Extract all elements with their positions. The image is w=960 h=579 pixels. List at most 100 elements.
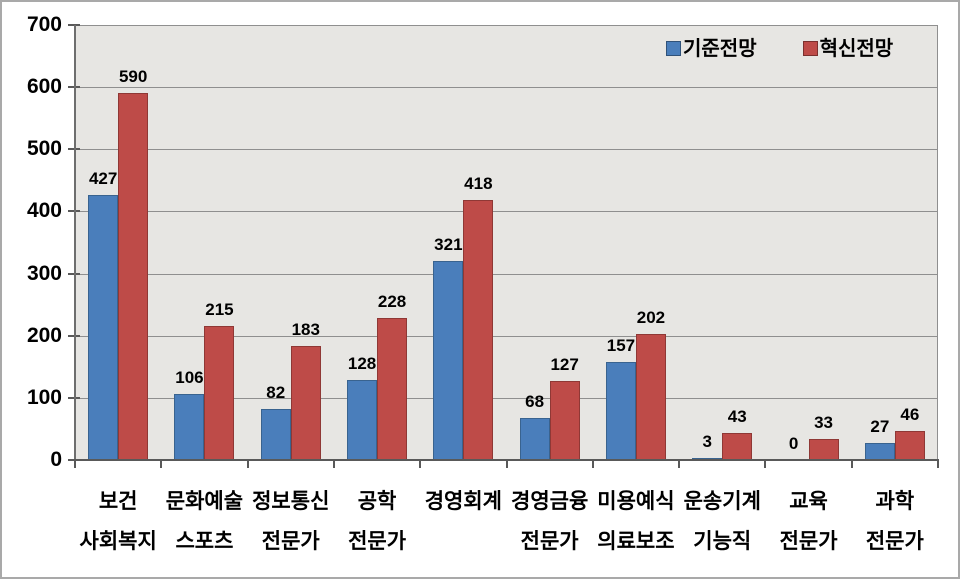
y-axis-line	[74, 25, 76, 461]
gridline-600	[75, 87, 938, 89]
category-label-line2: 기능직	[693, 530, 752, 553]
gridline-200	[75, 335, 938, 337]
category-label-line1: 보건	[98, 490, 138, 513]
bar-value-label: 215	[205, 300, 234, 320]
category-label-line2: 스포츠	[175, 530, 234, 553]
bar-value-label: 228	[377, 292, 407, 312]
category-label-line1: 경영금융	[511, 490, 589, 513]
x-tick-mark	[937, 460, 939, 468]
category-label-line2: 전문가	[348, 530, 407, 553]
bar-혁신전망-7	[722, 433, 753, 460]
bar-value-label: 157	[606, 336, 636, 356]
gridline-500	[75, 149, 938, 151]
bar-value-label: 202	[636, 308, 666, 328]
bar-value-label: 43	[727, 407, 747, 427]
x-tick-mark	[246, 460, 249, 468]
category-label-line2: 의료보조	[597, 530, 675, 553]
gridline-300	[75, 273, 938, 275]
category-label-line1: 운송기계	[683, 490, 761, 513]
x-tick-mark	[419, 460, 422, 468]
y-tick-label-300: 300	[26, 261, 62, 285]
y-tick-label-500: 500	[26, 137, 62, 161]
bar-value-label: 46	[900, 405, 920, 425]
bar-value-label: 3	[702, 432, 712, 452]
y-tick-label-0: 0	[50, 448, 62, 471]
legend-label: 혁신전망	[819, 38, 894, 60]
legend: 기준전망 혁신전망	[666, 38, 893, 60]
x-tick-mark	[850, 460, 853, 468]
bar-기준전망-3	[347, 380, 378, 460]
bar-value-label: 82	[266, 383, 286, 403]
bar-value-label: 68	[525, 391, 545, 411]
x-tick-mark	[332, 460, 335, 468]
bar-기준전망-0	[88, 194, 119, 460]
bar-혁신전망-2	[290, 346, 321, 460]
bar-value-label: 590	[118, 67, 148, 87]
gridline-700	[75, 25, 938, 26]
legend-swatch-red	[802, 41, 818, 56]
y-tick-label-700: 700	[26, 13, 62, 36]
legend-swatch-blue	[666, 41, 681, 56]
bar-value-label: 321	[434, 234, 463, 254]
category-label-line2: 전문가	[865, 530, 924, 553]
bar-기준전망-6	[605, 362, 636, 460]
gridline-400	[75, 211, 938, 213]
y-tick-label-100: 100	[26, 385, 62, 409]
bar-기준전망-9	[864, 443, 895, 460]
category-label-line2: 사회복지	[79, 530, 157, 553]
bar-기준전망-2	[260, 409, 291, 460]
bar-혁신전망-3	[377, 318, 408, 460]
bar-혁신전망-6	[635, 334, 666, 460]
bar-value-label: 33	[814, 413, 833, 433]
x-tick-mark	[591, 460, 594, 468]
x-tick-mark	[764, 460, 767, 468]
x-tick-mark	[678, 460, 681, 468]
category-label-line1: 경영회계	[424, 490, 502, 513]
bar-혁신전망-9	[894, 431, 925, 460]
bar-value-label: 128	[347, 354, 377, 374]
bar-value-label: 27	[870, 417, 890, 437]
y-tick-label-600: 600	[26, 75, 62, 99]
category-label-line1: 과학	[875, 490, 915, 513]
bar-value-label: 106	[175, 368, 204, 388]
bar-value-label: 427	[88, 168, 118, 188]
category-label-line1: 공학	[357, 490, 397, 513]
category-label-line1: 정보통신	[252, 490, 330, 513]
bar-혁신전망-8	[808, 439, 839, 460]
category-label-line1: 미용예식	[597, 490, 675, 513]
bar-기준전망-5	[519, 417, 550, 460]
legend-item-innovation-forecast: 혁신전망	[802, 38, 894, 60]
bar-value-label: 418	[464, 174, 493, 194]
y-tick-label-400: 400	[26, 199, 62, 223]
category-label-line2: 전문가	[261, 530, 320, 553]
legend-label: 기준전망	[683, 38, 757, 60]
category-label-line1: 교육	[789, 490, 828, 513]
bar-혁신전망-0	[118, 93, 149, 460]
bar-value-label: 0	[788, 434, 799, 453]
bar-혁신전망-1	[204, 326, 235, 460]
x-tick-mark	[160, 460, 163, 468]
x-tick-mark	[74, 460, 76, 468]
gridline-100	[75, 397, 938, 399]
category-label-line2: 전문가	[779, 530, 838, 553]
category-label-line1: 문화예술	[165, 490, 244, 513]
legend-item-baseline-forecast: 기준전망	[666, 38, 757, 60]
y-tick-label-200: 200	[26, 323, 62, 347]
bar-혁신전망-4	[463, 200, 494, 460]
bar-기준전망-1	[174, 394, 205, 460]
category-label-line2: 전문가	[520, 530, 579, 553]
bar-기준전망-4	[433, 260, 464, 460]
bar-value-label: 127	[550, 355, 579, 375]
bar-혁신전망-5	[549, 381, 580, 460]
category-label-4: 경영회계	[407, 482, 519, 562]
